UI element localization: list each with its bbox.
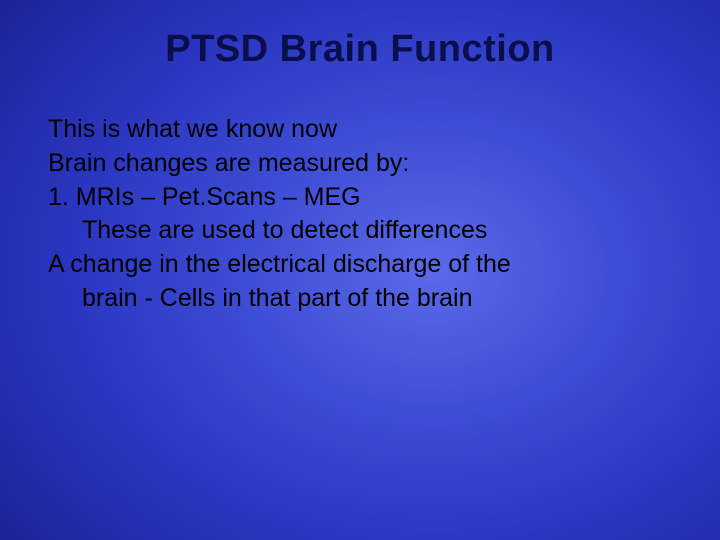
slide-title: PTSD Brain Function xyxy=(48,28,672,71)
body-line: 1. MRIs – Pet.Scans – MEG xyxy=(48,181,672,215)
body-line: A change in the electrical discharge of … xyxy=(48,248,672,282)
body-line: Brain changes are measured by: xyxy=(48,147,672,181)
slide: PTSD Brain Function This is what we know… xyxy=(0,0,720,540)
slide-body: This is what we know now Brain changes a… xyxy=(48,113,672,316)
body-line: This is what we know now xyxy=(48,113,672,147)
body-line-indent: These are used to detect differences xyxy=(48,214,672,248)
body-line-indent: brain - Cells in that part of the brain xyxy=(48,282,672,316)
